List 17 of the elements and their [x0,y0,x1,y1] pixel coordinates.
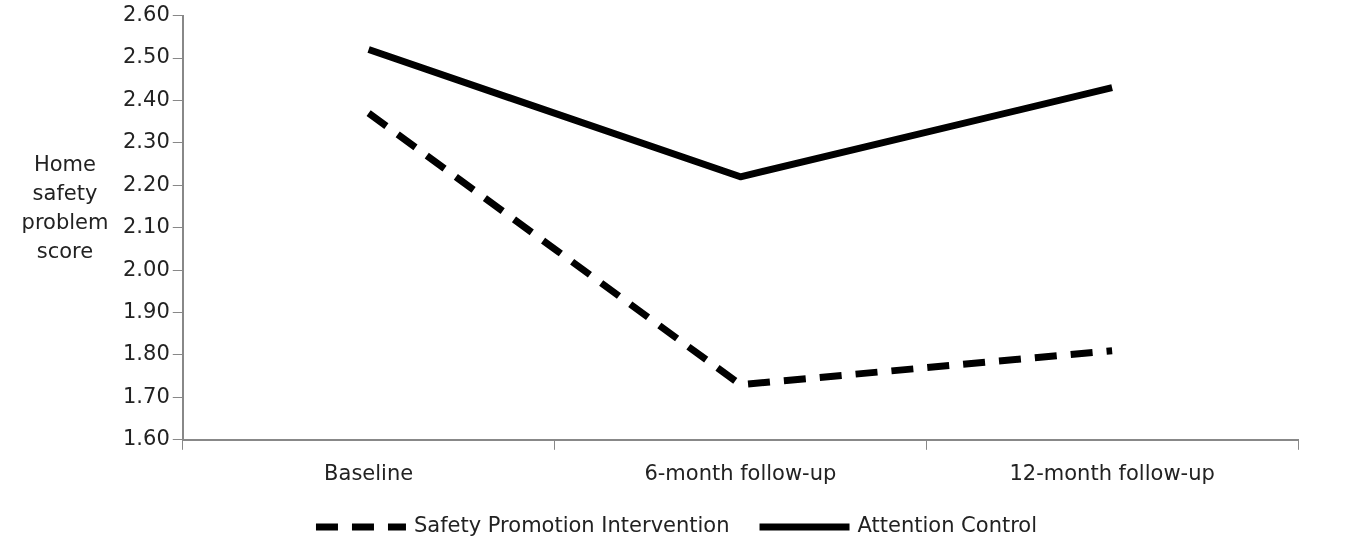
x-tick-label: 12-month follow-up [1009,460,1215,485]
x-tick-label: Baseline [324,460,414,485]
y-tick-label: 2.10 [122,214,170,239]
y-tick-label: 1.70 [122,383,170,408]
y-tick-label: 2.40 [122,86,170,111]
y-tick-label: 2.00 [122,256,170,281]
y-tick-label: 1.90 [122,298,170,323]
y-tick-label: 2.30 [122,129,170,154]
y-tick-label: 2.50 [122,44,170,69]
y-tick-label: 1.80 [122,341,170,366]
y-tick-label: 2.20 [122,171,170,196]
legend-label: Attention Control [857,513,1038,538]
legend-label: Safety Promotion Intervention [413,513,730,538]
y-tick-label: 1.60 [122,426,170,451]
y-tick-label: 2.60 [122,2,170,27]
y-axis-title: Home safety problem score [20,151,110,265]
x-tick-label: 6-month follow-up [644,460,837,485]
